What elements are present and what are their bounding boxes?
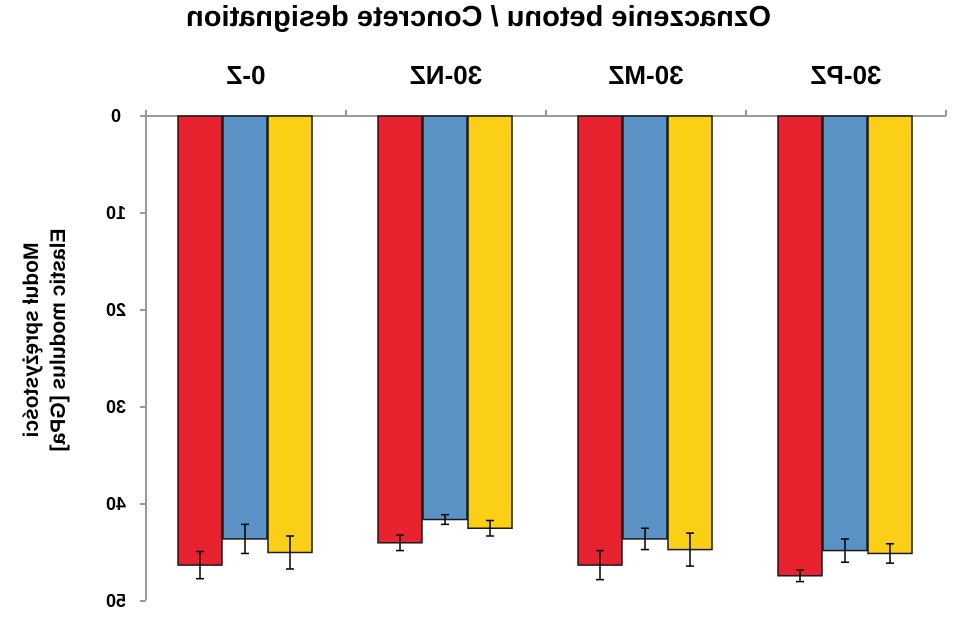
y-tick-label-40: 40	[105, 494, 127, 514]
error-bar-30-nz-series-2	[441, 513, 449, 526]
y-axis-label-line-2: Elastic modulus [GPa]	[47, 228, 70, 452]
bar-30-mz-series-2	[622, 115, 668, 540]
bar-0-z-series-2	[222, 115, 268, 540]
chart-title: Oznaczenie betonu / Concrete designation	[186, 1, 771, 33]
category-label-30-nz: 30-NZ	[409, 60, 483, 90]
y-tick-label-10: 10	[105, 203, 127, 223]
bar-30-pz-series-3	[867, 115, 913, 555]
category-label-30-mz: 30-MZ	[608, 60, 684, 90]
y-axis-label: Moduł sprężystości Elastic modulus [GPa]	[0, 210, 90, 470]
error-bar-0-z-series-3	[286, 535, 294, 570]
y-tick-marks	[140, 110, 947, 602]
error-bar-30-nz-series-3	[486, 519, 494, 537]
category-label-0-z: 0-Z	[226, 60, 266, 90]
bar-0-z-series-1	[177, 115, 223, 566]
error-bar-30-pz-series-1	[796, 569, 804, 583]
error-bar-0-z-series-2	[241, 523, 249, 555]
bar-30-pz-series-1	[777, 115, 823, 577]
error-bar-30-mz-series-2	[641, 527, 649, 551]
bar-30-mz-series-1	[577, 115, 623, 566]
y-tick-label-30: 30	[105, 397, 127, 417]
bar-30-mz-series-3	[667, 115, 713, 551]
error-bar-30-pz-series-3	[886, 543, 894, 564]
error-bar-30-nz-series-1	[396, 534, 404, 552]
bar-30-nz-series-1	[377, 115, 423, 544]
error-bar-30-mz-series-3	[686, 532, 694, 567]
error-bar-30-mz-series-1	[596, 549, 604, 581]
category-label-30-pz: 30-PZ	[810, 60, 882, 90]
bar-30-nz-series-3	[467, 115, 513, 529]
bar-30-pz-series-2	[822, 115, 868, 552]
y-tick-label-50: 50	[105, 591, 127, 611]
error-bars-group	[196, 513, 894, 583]
y-tick-label-20: 20	[105, 300, 127, 320]
bar-30-nz-series-2	[422, 115, 468, 521]
error-bar-30-pz-series-2	[841, 538, 849, 563]
bars-group	[177, 115, 913, 577]
error-bar-0-z-series-1	[196, 550, 204, 580]
bar-0-z-series-3	[267, 115, 313, 554]
y-tick-label-0: 0	[111, 106, 122, 126]
y-axis-label-line-1: Moduł sprężystości	[20, 242, 43, 438]
